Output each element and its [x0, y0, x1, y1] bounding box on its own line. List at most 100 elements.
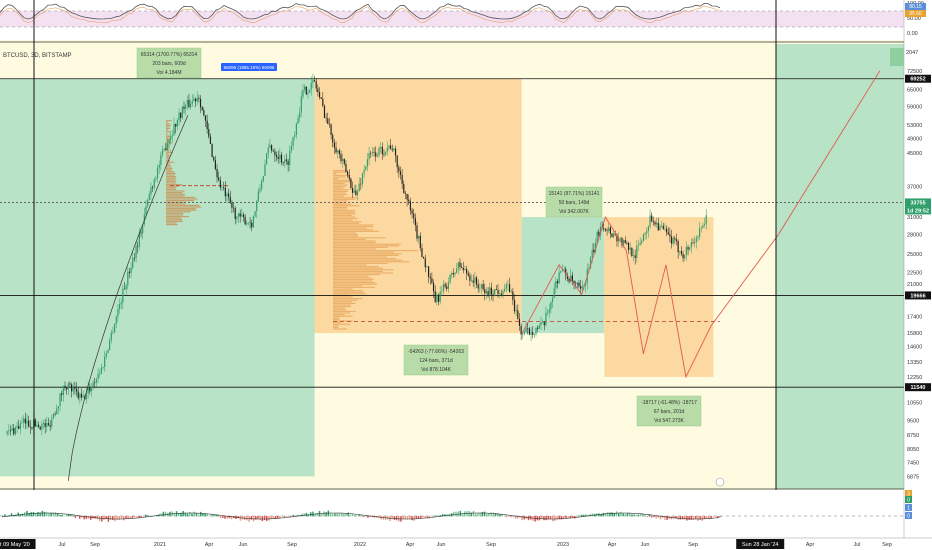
candle-body	[312, 80, 314, 83]
histogram-bar	[59, 514, 61, 517]
profile-bar	[333, 248, 376, 250]
histogram-bar	[301, 513, 303, 517]
candle-body	[181, 106, 183, 118]
candle-body	[280, 154, 283, 163]
profile-bar	[166, 222, 177, 224]
candle-body	[244, 216, 246, 225]
candle-body	[380, 146, 382, 148]
candle-body	[292, 136, 294, 146]
candle-body	[351, 187, 354, 193]
candle-body	[388, 145, 390, 148]
histogram-bar	[186, 513, 189, 517]
histogram-bar	[191, 513, 193, 517]
candle-body	[480, 284, 483, 289]
histogram-bar	[226, 516, 228, 519]
candle-body	[470, 280, 473, 282]
candle-body	[626, 242, 628, 244]
candle-body	[51, 418, 53, 427]
candle-body	[561, 269, 564, 271]
candle-body	[232, 207, 235, 209]
histogram-bar	[354, 515, 356, 517]
candle-body	[667, 232, 669, 235]
candle-body	[127, 271, 129, 286]
candle-body	[446, 286, 448, 289]
candle-body	[570, 275, 572, 282]
profile-bar	[333, 245, 400, 247]
profile-bar	[333, 254, 399, 256]
profile-bar	[333, 259, 403, 261]
histogram-bar	[279, 516, 281, 519]
histogram-bar	[703, 516, 706, 519]
candle-body	[133, 257, 136, 259]
histogram-bar	[10, 513, 13, 517]
profile-bar	[333, 213, 356, 215]
candle-body	[431, 278, 433, 283]
candle-body	[383, 154, 385, 155]
candle-body	[680, 251, 683, 255]
candle-body	[47, 423, 50, 426]
histogram-bar	[32, 512, 35, 517]
candle-body	[614, 233, 616, 235]
histogram-bar	[582, 514, 585, 517]
histogram-bar	[365, 515, 367, 517]
price-tick-label: 25000	[907, 252, 922, 258]
candle-body	[173, 123, 175, 136]
candle-body	[294, 135, 296, 137]
candle-body	[679, 251, 681, 253]
histogram-bar	[417, 516, 420, 520]
candle-body	[469, 275, 471, 281]
candle-body	[604, 228, 607, 231]
candle-body	[472, 280, 474, 283]
profile-bar	[166, 132, 167, 134]
candle-body	[692, 242, 694, 244]
candle-body	[492, 294, 494, 296]
histogram-bar	[475, 513, 477, 517]
price-tick-label: 59000	[907, 104, 922, 110]
time-tick-label: 2023	[557, 542, 569, 548]
candle-body	[568, 278, 570, 282]
histogram-bar	[708, 516, 710, 520]
candle-body	[482, 284, 484, 290]
candle-body	[115, 316, 117, 325]
candle-body	[16, 426, 18, 428]
histogram-bar	[96, 516, 99, 520]
histogram-bar	[481, 511, 484, 517]
candle-body	[571, 275, 573, 281]
profile-bar	[333, 256, 387, 258]
time-tick-label: Jun	[239, 542, 248, 548]
candle-body	[282, 162, 284, 164]
candle-body	[105, 353, 107, 357]
profile-bar	[166, 195, 185, 197]
profile-bar	[333, 253, 402, 255]
profile-bar	[166, 192, 183, 194]
price-tick-label: 72500	[907, 69, 922, 75]
candle-body	[461, 266, 463, 269]
profile-bar	[333, 230, 379, 232]
profile-bar	[166, 201, 185, 203]
profile-bar	[166, 152, 173, 154]
histogram-bar	[395, 516, 398, 521]
candle-body	[300, 96, 302, 113]
histogram-bar	[591, 513, 594, 517]
profile-bar	[166, 140, 171, 142]
candle-body	[328, 123, 331, 125]
profile-bar	[166, 208, 196, 210]
histogram-bar	[343, 513, 345, 517]
candle-body	[285, 159, 288, 162]
candle-body	[75, 388, 78, 392]
candle-body	[426, 266, 428, 268]
replay-icon[interactable]	[715, 477, 725, 487]
histogram-bar	[206, 513, 209, 517]
candle-body	[699, 228, 701, 237]
candle-body	[616, 234, 618, 242]
histogram-bar	[334, 513, 336, 517]
candle-body	[644, 233, 646, 235]
profile-bar	[166, 137, 170, 139]
profile-bar	[333, 198, 355, 200]
candle-body	[399, 171, 402, 176]
histogram-bar	[373, 516, 376, 518]
profile-bar	[166, 150, 172, 152]
candle-body	[44, 423, 46, 427]
histogram-bar	[217, 515, 220, 517]
histogram-bar	[127, 516, 129, 520]
